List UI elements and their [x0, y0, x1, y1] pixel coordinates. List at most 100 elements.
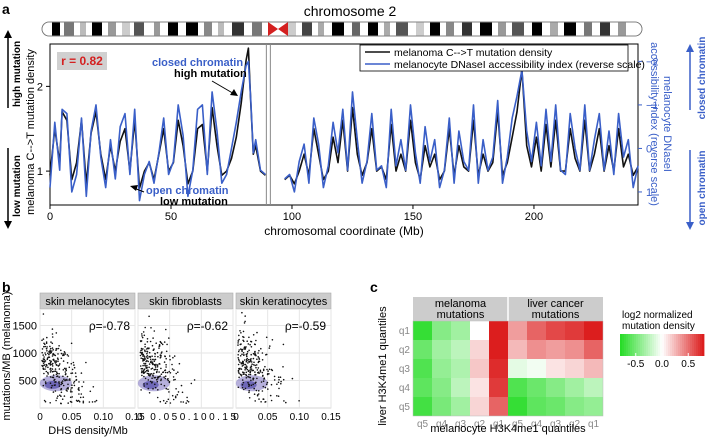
scatter-point [64, 379, 66, 382]
legend-gradient-step [628, 334, 631, 356]
scatter-point [237, 358, 240, 361]
legend-gradient-step [690, 334, 693, 356]
scatter-point [82, 381, 85, 383]
heatmap-cell [527, 321, 546, 340]
scatter-point [60, 383, 62, 386]
scatter-point [42, 367, 44, 370]
x-tick-label-b: 0.10 [290, 412, 310, 423]
scatter-point [58, 345, 60, 347]
scatter-point [51, 365, 54, 367]
scatter-point [71, 384, 73, 387]
scatter-point [269, 345, 271, 347]
ideogram-band [134, 22, 144, 36]
scatter-point [158, 345, 160, 348]
scatter-point [70, 389, 72, 391]
scatter-point [261, 352, 264, 354]
scatter-point [187, 401, 190, 403]
scatter-point [156, 380, 159, 383]
scatter-point [48, 350, 50, 353]
col-label: q1 [588, 419, 600, 430]
scatter-point [54, 370, 57, 373]
scatter-point [252, 377, 254, 380]
scatter-point [261, 359, 264, 361]
scatter-point [256, 377, 258, 380]
scatter-point [53, 370, 55, 373]
heatmap-cell [546, 340, 565, 359]
scatter-point [75, 375, 77, 378]
scatter-point [161, 343, 164, 346]
ideogram-band [168, 22, 178, 36]
legend-gradient-step [656, 334, 659, 356]
scatter-point [71, 387, 73, 389]
scatter-point [246, 357, 248, 360]
scatter-point [238, 360, 240, 362]
heatmap-cell [451, 340, 470, 359]
legend-gradient-step [688, 334, 691, 356]
y-tick-label-right: −1 [646, 100, 659, 112]
scatter-point [55, 332, 58, 334]
scatter-point [67, 387, 69, 389]
scatter-point [255, 339, 257, 342]
scatter-point [237, 340, 240, 342]
scatter-point [246, 355, 248, 358]
scatter-point [250, 340, 253, 343]
scatter-point [167, 388, 169, 391]
scatter-point [155, 378, 158, 381]
y-tick-label-b: 1500 [13, 321, 37, 333]
scatter-point [144, 326, 146, 329]
scatter-point [266, 381, 269, 384]
scatter-point [167, 379, 169, 382]
scatter-point [156, 396, 159, 399]
scatter-point [58, 376, 60, 378]
row-label: q3 [399, 364, 411, 375]
scatter-point [41, 339, 43, 342]
scatter-point [82, 400, 85, 403]
legend-label-dnase: melanocyte DNaseI accessibility index (r… [394, 59, 645, 71]
scatter-point [51, 350, 53, 352]
scatter-point [146, 364, 148, 367]
scatter-point [253, 393, 256, 396]
scatter-point [141, 349, 143, 351]
legend-gradient-step [626, 334, 629, 356]
scatter-point [252, 334, 255, 336]
arrow-open-head [686, 222, 694, 230]
ideogram-band [232, 22, 244, 36]
scatter-point [46, 358, 49, 361]
scatter-point [155, 371, 158, 374]
scatter-point [147, 360, 149, 363]
group-label-liver-2: mutations [532, 309, 580, 321]
legend-tick-label: 0.5 [681, 359, 695, 370]
scatter-point [44, 352, 46, 354]
col-label: q2 [474, 419, 486, 430]
scatter-point [262, 374, 264, 377]
scatter-point [149, 358, 152, 361]
scatter-point [150, 373, 153, 375]
scatter-point [249, 371, 252, 374]
scatter-point [161, 351, 163, 353]
scatter-point [247, 375, 249, 378]
panel-a: a chromosome 2 0 50 100 150 200 chromosomal coo… [2, 1, 707, 238]
scatter-point [185, 402, 187, 404]
heatmap-cell [451, 321, 470, 340]
heatmap-cell [489, 378, 508, 397]
scatter-point [78, 389, 80, 392]
scatter-point [147, 372, 150, 375]
scatter-point [164, 377, 167, 380]
row-label: q1 [399, 326, 411, 337]
scatter-point [69, 400, 72, 403]
scatter-point [245, 367, 248, 370]
facet-strip-label-0: skin melanocytes [45, 296, 130, 308]
scatter-point [165, 366, 167, 368]
scatter-point [171, 368, 174, 370]
scatter-point [264, 365, 266, 368]
scatter-point [152, 375, 154, 377]
scatter-point [240, 368, 243, 370]
scatter-point [153, 368, 156, 371]
heatmap-cell [432, 359, 451, 378]
chromosome-title: chromosome 2 [304, 3, 397, 19]
scatter-point [238, 376, 240, 379]
scatter-point [257, 371, 260, 374]
scatter-point [245, 377, 248, 379]
legend-gradient-step [648, 334, 651, 356]
scatter-point [242, 360, 244, 363]
